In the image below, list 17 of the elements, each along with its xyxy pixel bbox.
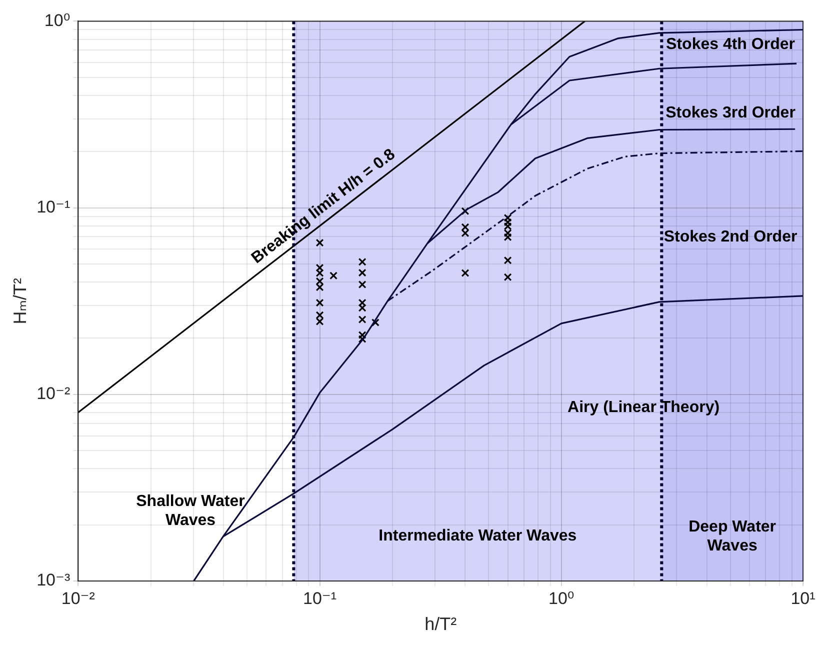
band-label: Intermediate Water Waves: [378, 527, 577, 544]
y-axis-title: Hₘ/T²: [10, 278, 30, 324]
annotation: Stokes 3rd Order: [666, 104, 796, 122]
x-axis-title: h/T²: [424, 614, 457, 634]
annotation: Stokes 4th Order: [666, 36, 795, 54]
annotation: Airy (Linear Theory): [568, 398, 720, 416]
x-tick-label: 10⁻²: [61, 588, 96, 608]
annotation: Shallow Water Waves: [136, 492, 245, 529]
x-tick-label: 10⁰: [548, 588, 574, 608]
x-tick-label: 10⁻¹: [302, 588, 337, 608]
annotation: Stokes 2nd Order: [664, 228, 798, 246]
y-tick-label: 10⁰: [44, 10, 70, 30]
x-tick-label: 10¹: [790, 588, 816, 608]
y-tick-label: 10⁻¹: [36, 197, 70, 216]
y-tick-label: 10⁻³: [36, 570, 70, 590]
band-label: Deep Water Waves: [688, 518, 776, 554]
y-tick-label: 10⁻²: [36, 384, 70, 404]
